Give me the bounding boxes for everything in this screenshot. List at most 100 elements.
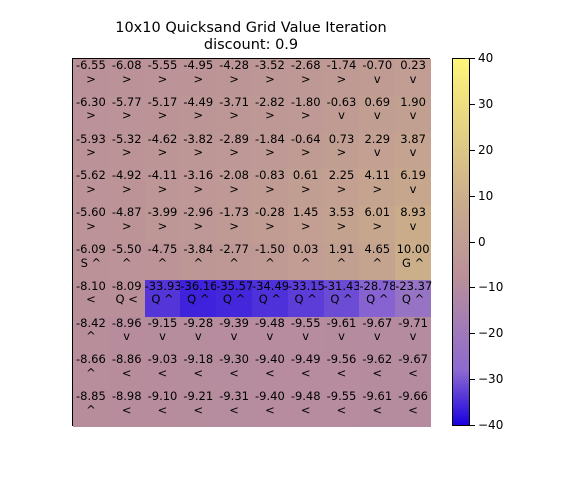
cell-policy: v (409, 108, 417, 123)
cell-policy: Q ^ (330, 292, 353, 307)
cell-policy: > (86, 145, 96, 160)
grid-cell: 0.69 v (359, 95, 396, 133)
cell-policy: > (300, 181, 311, 196)
cell-policy: v (373, 145, 381, 160)
cell-policy: > (157, 218, 168, 233)
cell-policy: ^ (86, 402, 96, 417)
grid-cell: -3.71 > (216, 94, 252, 133)
colorbar-tick (470, 149, 475, 151)
cell-value: 0.23 (400, 58, 426, 72)
grid-cell: -9.30 < (216, 352, 252, 391)
grid-cell: 1.91 ^ (323, 242, 360, 280)
grid-cell: -4.62 > (144, 132, 181, 170)
cell-policy: > (86, 181, 96, 196)
cell-value: -2.82 (255, 94, 285, 109)
cell-policy: Q ^ (151, 292, 174, 307)
cell-value: -8.98 (111, 389, 142, 404)
cell-policy: > (265, 145, 275, 160)
grid-cell: -5.60 > (73, 206, 109, 243)
colorbar-tick-label: 30 (478, 96, 494, 111)
colorbar-tick (470, 379, 475, 381)
grid-cell: 6.01 > (359, 205, 396, 243)
cell-value: -3.71 (219, 94, 249, 109)
cell-policy: > (336, 71, 347, 86)
cell-value: 3.53 (328, 205, 355, 220)
cell-policy: < (336, 402, 347, 417)
grid-cell: -3.84 ^ (180, 242, 217, 280)
cell-policy: > (121, 218, 132, 233)
colorbar-tick-label: 10 (478, 188, 494, 203)
grid-cell: -9.71 v (395, 316, 431, 354)
grid-cell: -2.82 > (252, 94, 288, 133)
cell-policy: > (300, 71, 311, 86)
cell-value: 6.19 (400, 168, 426, 183)
grid-cell: -5.62 > (73, 169, 109, 207)
grid-cell: -9.67 < (395, 353, 431, 391)
cell-value: -9.67 (362, 315, 393, 330)
cell-policy: > (229, 145, 239, 160)
cell-policy: > (121, 145, 132, 160)
cell-policy: ^ (265, 255, 275, 270)
cell-value: -9.30 (219, 352, 249, 367)
cell-policy: < (408, 402, 418, 417)
cell-policy: < (229, 365, 239, 380)
grid-cell: -34.49 Q ^ (252, 279, 289, 317)
cell-value: -9.66 (398, 389, 428, 404)
grid-cell: -4.75 ^ (144, 242, 181, 280)
grid-cell: -9.55 < (323, 390, 360, 427)
grid-cell: 1.45 > (287, 206, 324, 243)
cell-value: -23.37 (395, 278, 433, 293)
cell-value: 0.03 (292, 242, 319, 256)
grid-cell: 1.90 v (395, 95, 431, 133)
grid-cell: -23.37 Q ^ (395, 278, 433, 317)
cell-value: -9.39 (219, 315, 249, 330)
cell-policy: < (300, 402, 311, 417)
grid-cell: -5.32 > (108, 131, 145, 170)
cell-policy: > (300, 108, 311, 123)
cell-policy: v (373, 71, 381, 86)
grid-cell: -5.17 > (144, 95, 181, 133)
cell-policy: > (157, 71, 168, 86)
cell-value: -5.93 (76, 131, 106, 146)
cell-value: -5.32 (111, 131, 142, 146)
cell-policy: > (336, 145, 347, 160)
colorbar (452, 58, 470, 426)
grid-cell: -9.66 < (395, 390, 431, 427)
cell-value: -1.84 (255, 131, 285, 146)
cell-policy: v (194, 329, 202, 344)
grid-cell: -8.42 ^ (73, 316, 109, 354)
cell-value: -6.30 (76, 94, 106, 109)
grid-cell: 0.03 ^ (287, 242, 324, 280)
cell-value: 4.65 (364, 242, 391, 256)
grid-cell: -9.48 < (287, 390, 324, 427)
cell-policy: < (157, 402, 168, 417)
grid-cell: -9.61 < (359, 389, 396, 427)
cell-value: -9.61 (362, 389, 393, 404)
cell-policy: > (372, 181, 383, 196)
cell-policy: ^ (86, 329, 96, 344)
cell-policy: > (229, 108, 239, 123)
colorbar-tick-label: −40 (478, 418, 504, 432)
cell-value: -28.78 (359, 278, 397, 293)
grid-cell: 10.00 G ^ (395, 242, 431, 280)
cell-value: -3.84 (183, 242, 214, 256)
cell-value: -9.31 (219, 389, 249, 404)
grid-cell: -4.49 > (180, 95, 217, 133)
grid-cell: -0.83 > (252, 169, 288, 207)
cell-value: -4.92 (111, 168, 142, 183)
grid-cell: -9.28 v (180, 316, 217, 354)
cell-value: 6.01 (364, 205, 391, 220)
colorbar-tick (470, 287, 475, 289)
cell-value: -9.40 (255, 352, 285, 367)
cell-policy: < (300, 365, 311, 380)
grid-cell: -3.16 > (180, 169, 217, 207)
cell-value: -5.50 (111, 242, 142, 256)
cell-value: -2.77 (219, 242, 249, 256)
grid-cell: -9.03 < (144, 353, 181, 391)
cell-value: -8.66 (76, 352, 106, 367)
cell-policy: > (121, 181, 132, 196)
grid-cell: -9.31 < (216, 390, 252, 427)
cell-policy: < (229, 402, 239, 417)
grid-cell: -9.15 v (144, 316, 181, 354)
cell-value: -1.74 (326, 58, 357, 72)
